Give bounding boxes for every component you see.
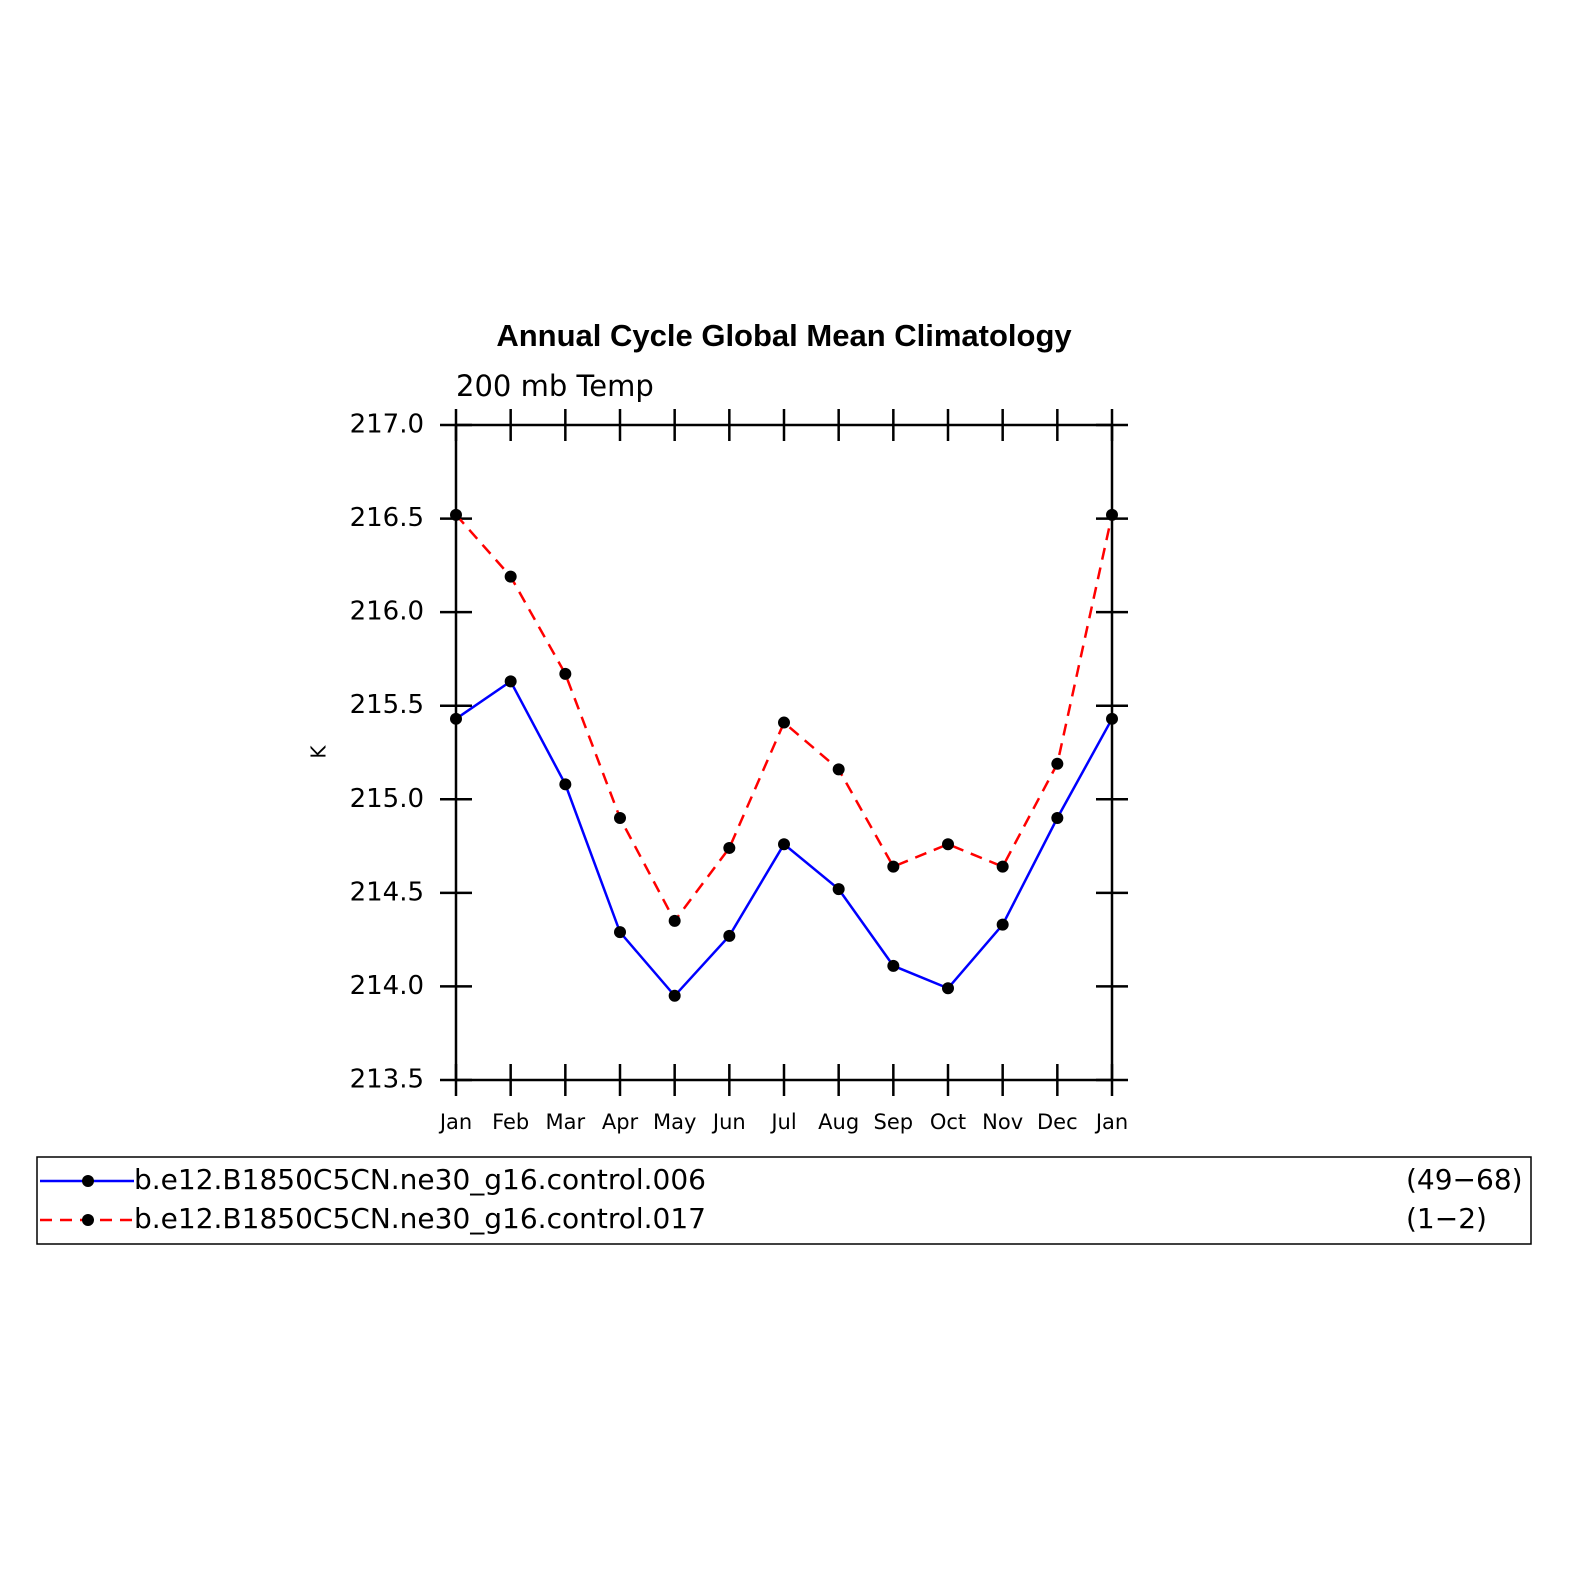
x-tick-label: Dec xyxy=(1037,1110,1078,1134)
x-tick-label: Sep xyxy=(874,1110,914,1134)
legend-label: b.e12.B1850C5CN.ne30_g16.control.006 xyxy=(134,1163,706,1196)
y-tick-label: 213.5 xyxy=(350,1065,424,1095)
legend-label: b.e12.B1850C5CN.ne30_g16.control.017 xyxy=(134,1202,706,1235)
marker xyxy=(778,716,790,729)
marker xyxy=(996,918,1009,931)
x-tick-label: Nov xyxy=(982,1110,1023,1134)
marker xyxy=(1106,508,1118,521)
marker xyxy=(1051,812,1064,824)
marker xyxy=(614,812,626,824)
y-tick-label: 214.0 xyxy=(350,971,424,1001)
marker xyxy=(832,763,845,776)
marker xyxy=(942,982,954,995)
x-tick-label: Jul xyxy=(769,1110,796,1134)
plot-frame xyxy=(454,423,1114,1082)
marker xyxy=(559,667,572,680)
marker xyxy=(887,959,900,972)
legend-period: (1−2) xyxy=(1406,1202,1487,1235)
marker xyxy=(1051,757,1064,770)
x-tick-label: Apr xyxy=(602,1110,639,1134)
legend-marker xyxy=(82,1175,94,1187)
marker xyxy=(996,860,1009,873)
legend-marker xyxy=(82,1214,94,1226)
marker xyxy=(504,675,517,688)
marker xyxy=(450,508,462,521)
x-tick-label: Feb xyxy=(492,1110,529,1134)
marker xyxy=(942,838,954,851)
legend-box xyxy=(36,1156,1532,1245)
marker xyxy=(778,838,790,851)
x-tick-label: Mar xyxy=(546,1110,586,1134)
y-tick-label: 216.0 xyxy=(350,597,424,627)
marker xyxy=(1106,712,1118,725)
x-tick-label: Jun xyxy=(711,1110,746,1134)
chart-subtitle: 200 mb Temp xyxy=(456,369,654,403)
y-tick-label: 216.5 xyxy=(350,503,424,533)
chart-title: Annual Cycle Global Mean Climatology xyxy=(496,318,1072,353)
y-tick-label: 215.5 xyxy=(350,690,424,720)
marker xyxy=(723,841,736,854)
x-tick-label: Aug xyxy=(818,1110,859,1134)
marker xyxy=(668,989,681,1002)
y-axis-label: K xyxy=(307,745,331,759)
y-tick-label: 215.0 xyxy=(350,784,424,814)
y-tick-label: 217.0 xyxy=(350,410,424,440)
legend-period: (49−68) xyxy=(1406,1163,1523,1196)
y-tick-label: 214.5 xyxy=(350,877,424,907)
x-tick-label: Oct xyxy=(930,1110,966,1134)
marker xyxy=(559,778,572,791)
marker xyxy=(723,929,736,942)
x-tick-label: Jan xyxy=(438,1110,472,1134)
x-tick-label: May xyxy=(653,1110,696,1134)
marker xyxy=(614,926,626,939)
x-tick-label: Jan xyxy=(1094,1110,1128,1134)
marker xyxy=(832,883,845,896)
marker xyxy=(887,860,900,873)
marker xyxy=(450,712,462,725)
marker xyxy=(504,570,517,583)
marker xyxy=(668,914,681,927)
